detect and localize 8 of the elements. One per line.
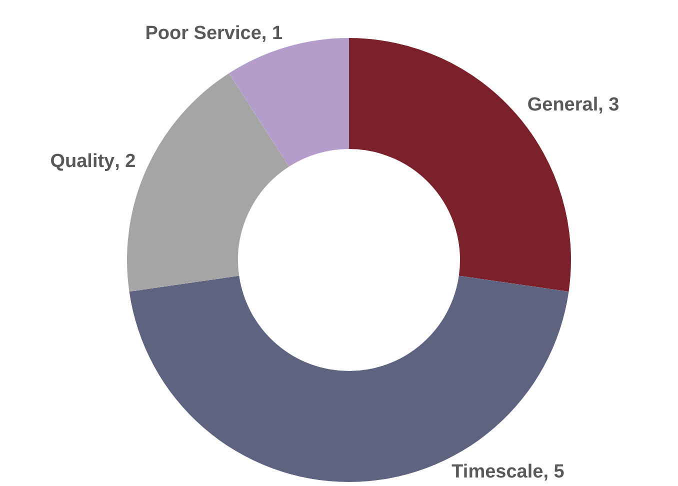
slice-label: General [527, 94, 598, 116]
slice-label: Poor Service [145, 22, 262, 44]
data-label: , 1 [261, 22, 283, 44]
slice-label: Timescale [452, 462, 544, 483]
data-label: , 2 [114, 151, 136, 172]
data-label: , 5 [543, 462, 565, 483]
data-label: , 3 [598, 94, 620, 116]
slice-label: Quality [50, 151, 116, 172]
